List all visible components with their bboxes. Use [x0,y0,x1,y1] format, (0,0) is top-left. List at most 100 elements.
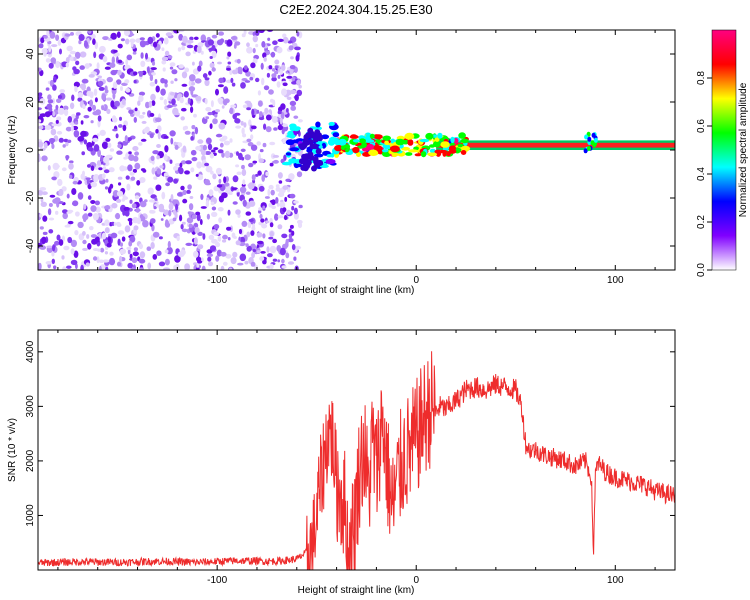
noise-cell [180,224,184,230]
signal-blob [326,154,333,158]
noise-cell [70,248,75,255]
noise-cell [74,230,79,236]
noise-cell [193,113,197,118]
noise-cell [211,50,217,59]
noise-cell [274,59,280,65]
noise-cell [240,120,244,126]
noise-cell [251,174,256,181]
noise-cell [92,38,96,45]
noise-cell [176,95,180,102]
noise-cell [129,199,133,204]
noise-cell [94,200,100,206]
noise-cell [87,212,93,217]
noise-cell [240,148,246,152]
noise-cell [163,172,169,177]
colorbar-tick-label: 0.4 [696,167,707,181]
noise-cell [258,30,265,33]
noise-cell [139,177,146,183]
noise-cell [151,167,156,175]
signal-blob [391,151,398,158]
noise-cell [143,127,150,134]
noise-cell [216,39,224,46]
noise-cell [118,124,123,128]
noise-cell [202,73,208,79]
noise-cell [109,251,114,256]
noise-cell [214,109,221,113]
figure-title: C2E2.2024.304.15.25.E30 [279,2,432,17]
noise-cell [122,124,127,132]
signal-blob [321,134,330,140]
noise-cell [134,109,141,117]
signal-blob [312,143,318,150]
noise-cell [260,62,264,70]
noise-cell [173,264,178,270]
noise-cell [122,166,128,171]
noise-cell [90,33,96,40]
noise-cell [48,217,55,221]
noise-cell [193,250,199,258]
noise-cell [128,151,132,155]
noise-cell [116,31,121,38]
noise-cell [213,231,219,236]
noise-cell [101,232,107,240]
signal-blob [365,133,370,141]
noise-cell [73,68,80,75]
noise-cell [244,260,249,265]
signal-blob [319,164,329,168]
noise-cell [271,115,278,124]
noise-cell [153,176,158,180]
noise-cell [282,138,286,144]
noise-cell [96,256,100,264]
noise-cell [51,143,55,149]
noise-cell [244,154,251,161]
noise-cell [48,138,56,143]
noise-cell [138,258,146,264]
noise-cell [96,62,100,70]
noise-cell [242,179,246,186]
noise-cell [56,98,62,104]
noise-cell [195,173,199,177]
noise-cell [79,83,84,89]
noise-cell [220,265,225,270]
noise-cell [208,234,215,240]
noise-cell [77,136,85,142]
noise-cell [70,259,78,266]
noise-cell [125,175,130,180]
noise-cell [133,225,139,231]
noise-cell [177,30,185,33]
noise-cell [156,168,162,175]
noise-cell [207,39,214,46]
noise-cell [174,255,181,263]
noise-cell [134,195,140,200]
noise-cell [195,211,201,216]
noise-cell [228,267,233,270]
noise-cell [46,103,53,110]
noise-cell [38,154,41,162]
noise-cell [262,52,267,59]
noise-cell [171,69,178,75]
signal-blob [460,150,467,155]
noise-cell [83,40,89,48]
noise-cell [259,149,264,153]
noise-cell [269,222,274,228]
noise-cell [115,133,119,139]
signal-blob [332,132,340,138]
noise-cell [263,123,267,130]
noise-cell [290,105,297,111]
noise-cell [107,142,112,148]
noise-cell [223,176,227,184]
noise-cell [173,178,179,184]
signal-blob [593,137,598,143]
signal-blob [384,140,389,145]
noise-cell [248,162,254,168]
noise-cell [118,182,122,186]
signal-blob [340,145,346,151]
noise-cell [66,193,70,199]
noise-cell [252,160,258,164]
noise-cell [43,142,48,149]
noise-cell [68,162,74,170]
noise-cell [165,32,173,37]
noise-cell [104,186,109,190]
noise-cell [163,79,168,84]
noise-cell [117,261,121,267]
